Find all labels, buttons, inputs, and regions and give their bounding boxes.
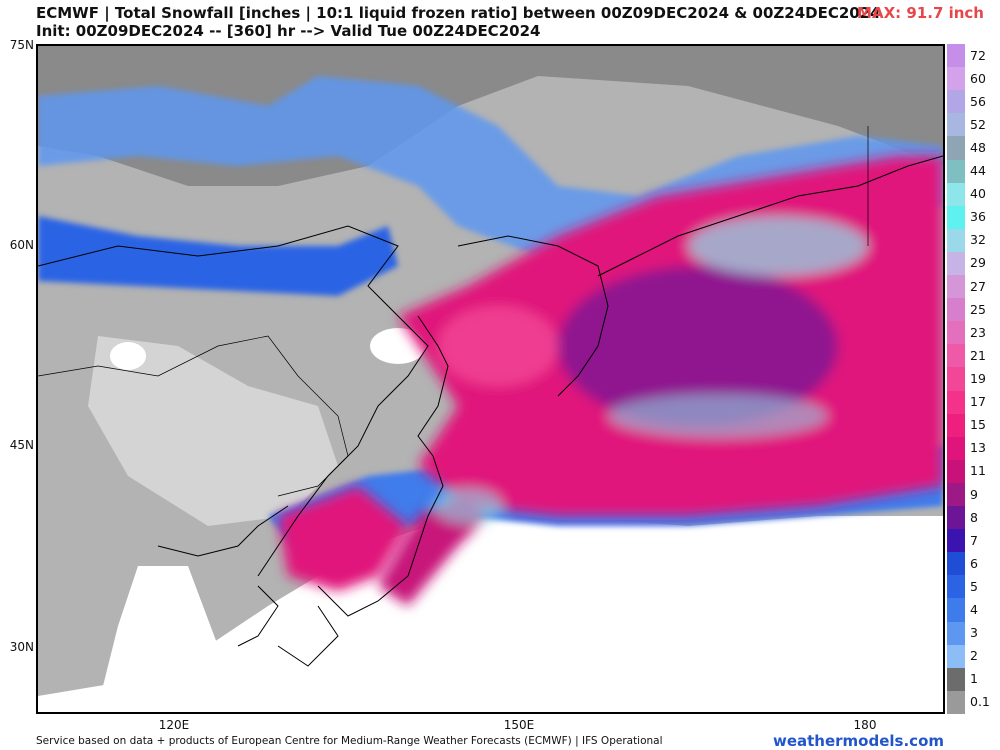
colorbar-segment (947, 205, 965, 230)
colorbar-label: 4 (970, 602, 978, 618)
colorbar-segment (947, 113, 965, 137)
snowfall-map (36, 44, 945, 714)
colorbar-segment (947, 644, 965, 669)
colorbar-label: 56 (970, 93, 986, 109)
colorbar-label: 15 (970, 417, 986, 433)
colorbar-segment (947, 367, 965, 392)
colorbar-label: 7 (970, 532, 978, 548)
colorbar-segment (947, 529, 965, 553)
colorbar-segment (947, 390, 965, 415)
lon-label-120e: 120E (158, 718, 190, 732)
colorbar-label: 8 (970, 509, 978, 525)
lat-label-60n: 60N (9, 238, 34, 252)
map-title: ECMWF | Total Snowfall [inches | 10:1 li… (36, 4, 881, 22)
colorbar-segment (947, 459, 965, 484)
colorbar-label: 32 (970, 232, 986, 248)
colorbar-segment (947, 598, 965, 623)
colorbar-segment (947, 228, 965, 253)
lat-label-45n: 45N (9, 438, 34, 452)
colorbar-label: 5 (970, 578, 978, 594)
colorbar-segment (947, 44, 965, 68)
colorbar-segment (947, 552, 965, 576)
colorbar-label: 0.1 (970, 694, 990, 710)
colorbar-label: 48 (970, 139, 986, 155)
colorbar-label: 1 (970, 671, 978, 687)
brand-label: weathermodels.com (772, 732, 944, 750)
colorbar-segment (947, 344, 965, 368)
snowfall-colorbar (947, 44, 965, 715)
colorbar-label: 44 (970, 163, 986, 179)
colorbar-label: 13 (970, 440, 986, 456)
colorbar-label: 2 (970, 648, 978, 664)
colorbar-segment (947, 182, 965, 207)
lon-label-150e: 150E (503, 718, 535, 732)
colorbar-segment (947, 667, 965, 692)
colorbar-label: 36 (970, 209, 986, 225)
colorbar-label: 60 (970, 70, 986, 86)
colorbar-label: 29 (970, 255, 986, 271)
colorbar-label: 52 (970, 116, 986, 132)
coastlines (38, 155, 943, 667)
max-value-label: MAX: 91.7 inch (857, 4, 984, 22)
colorbar-label: 72 (970, 47, 986, 63)
colorbar-segment (947, 90, 965, 114)
colorbar-segment (947, 621, 965, 646)
colorbar-segment (947, 136, 965, 160)
colorbar-label: 9 (970, 486, 978, 502)
colorbar-segment (947, 67, 965, 91)
colorbar-segment (947, 506, 965, 530)
map-subtitle: Init: 00Z09DEC2024 -- [360] hr --> Valid… (36, 22, 541, 40)
colorbar-label: 27 (970, 278, 986, 294)
lon-label-180: 180 (853, 718, 877, 732)
borders (38, 126, 869, 497)
colorbar-label: 25 (970, 301, 986, 317)
colorbar-label: 11 (970, 463, 986, 479)
colorbar-segment (947, 275, 965, 299)
colorbar-label: 40 (970, 186, 986, 202)
colorbar-label: 17 (970, 394, 986, 410)
colorbar-segment (947, 413, 965, 438)
lat-label-75n: 75N (9, 38, 34, 52)
colorbar-label: 23 (970, 324, 986, 340)
colorbar-segment (947, 436, 965, 461)
colorbar-segment (947, 321, 965, 345)
colorbar-label: 19 (970, 371, 986, 386)
footer-credit: Service based on data + products of Euro… (36, 735, 663, 747)
colorbar-label: 3 (970, 625, 978, 641)
colorbar-segment (947, 298, 965, 322)
heavy-snow-region (278, 156, 943, 606)
colorbar-segment (947, 690, 965, 715)
colorbar-segment (947, 482, 965, 507)
colorbar-segment (947, 575, 965, 599)
colorbar-segment (947, 251, 965, 276)
colorbar-label: 21 (970, 347, 986, 363)
lat-label-30n: 30N (9, 640, 34, 654)
snowfall-map-canvas (38, 46, 943, 712)
colorbar-label: 6 (970, 555, 978, 571)
colorbar-segment (947, 159, 965, 184)
